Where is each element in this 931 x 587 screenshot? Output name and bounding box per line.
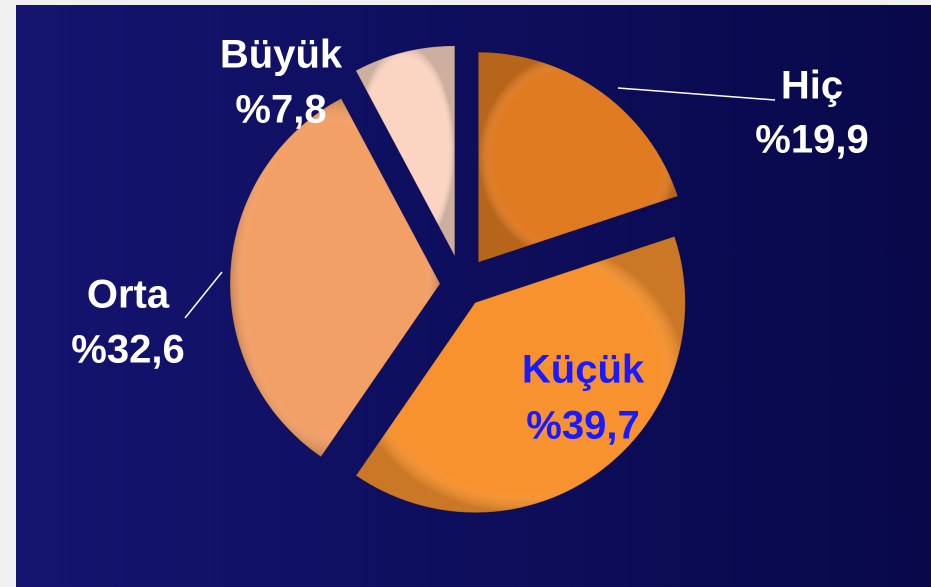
slice-label: Büyük xyxy=(220,33,343,77)
leader-line xyxy=(617,87,776,101)
slice-value-label: %19,9 xyxy=(755,118,868,162)
slice-value-label: %39,7 xyxy=(526,404,639,448)
slice-value-label: %32,6 xyxy=(71,328,184,372)
slice-label: Hiç xyxy=(781,64,843,108)
slice-value-label: %7,8 xyxy=(235,88,326,132)
leader-line xyxy=(184,271,223,319)
slice-label: Orta xyxy=(87,273,170,317)
slice-label: Küçük xyxy=(522,348,645,392)
